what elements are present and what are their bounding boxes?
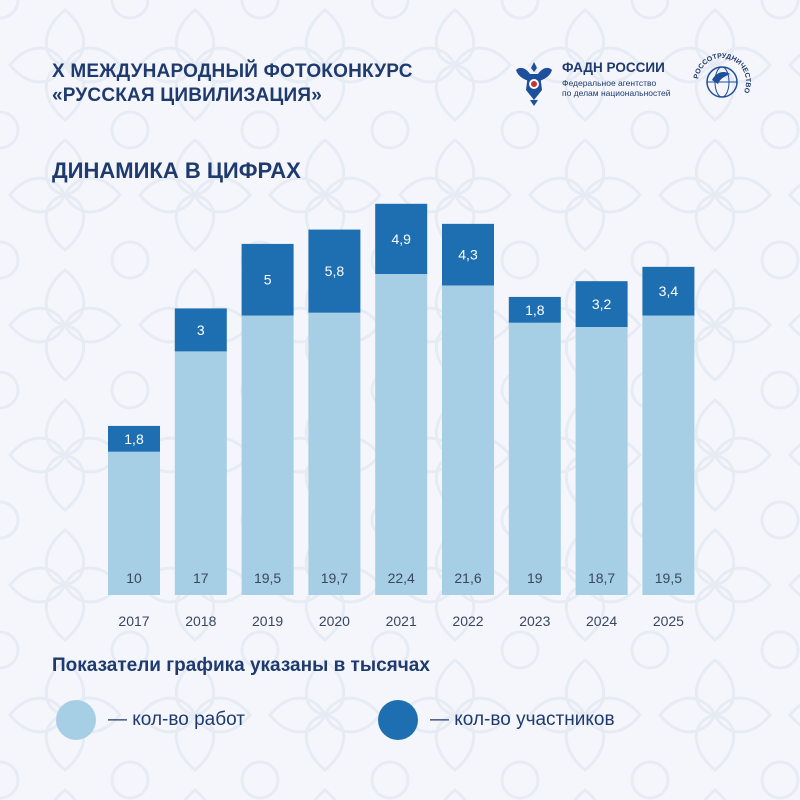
bar-participants-2021 [375,203,428,275]
label-works-2023: 19 [527,570,543,586]
fadn-name: ФАДН РОССИИ [562,60,665,75]
bar-works-2022 [442,285,494,595]
fadn-logo: ФАДН РОССИИ Федеральное агентство по дел… [510,56,680,108]
contest-title: X МЕЖДУНАРОДНЫЙ ФОТОКОНКУРС «РУССКАЯ ЦИВ… [52,60,413,108]
bar-works-2017 [108,451,160,595]
bar-works-2020 [308,312,361,595]
x-tick-2020: 2020 [319,613,350,629]
legend-item-participants: — кол-во участников [378,700,615,740]
x-tick-2023: 2023 [519,613,550,629]
bar-works-2021 [375,274,428,595]
label-works-2018: 17 [193,570,209,586]
chart-title: ДИНАМИКА В ЦИФРАХ [52,158,301,183]
x-tick-2017: 2017 [118,613,149,629]
x-tick-2025: 2025 [653,613,684,629]
label-works-2022: 21,6 [454,570,481,586]
legend-item-works: — кол-во работ [56,700,245,740]
bar-participants-2018 [174,308,227,352]
label-works-2021: 22,4 [388,570,415,586]
label-participants-2019: 5 [264,272,272,288]
fadn-desc-line2: по делам национальностей [562,88,671,98]
bar-participants-2019 [241,243,294,316]
contest-title-line2: «РУССКАЯ ЦИВИЛИЗАЦИЯ» [52,85,322,106]
x-tick-2018: 2018 [185,613,216,629]
label-participants-2025: 3,4 [659,283,679,299]
label-participants-2024: 3,2 [592,296,612,312]
rossotrudnichestvo-logo: РОССОТРУДНИЧЕСТВО [690,50,754,114]
label-works-2017: 10 [126,570,142,586]
contest-title-line1: X МЕЖДУНАРОДНЫЙ ФОТОКОНКУРС [52,61,413,82]
label-participants-2021: 4,9 [391,231,411,247]
x-tick-2024: 2024 [586,613,617,629]
bar-works-2018 [174,351,227,595]
bar-works-2019 [241,315,294,595]
x-tick-2022: 2022 [452,613,483,629]
dove-icon [712,72,730,84]
legend-label-works: — кол-во работ [108,709,245,730]
label-works-2020: 19,7 [321,570,348,586]
bar-participants-2017 [108,425,160,452]
bar-works-2023 [508,322,561,595]
label-participants-2023: 1,8 [525,302,545,318]
bar-works-2024 [575,327,628,595]
bar-works-2025 [642,315,695,595]
x-tick-2019: 2019 [252,613,283,629]
x-tick-2021: 2021 [386,613,417,629]
bar-participants-2022 [442,223,494,286]
bar-participants-2023 [508,296,561,323]
units-note: Показатели графика указаны в тысячах [52,655,430,676]
legend-swatch-participants [378,700,418,740]
fadn-desc-line1: Федеральное агентство [562,78,657,88]
label-participants-2018: 3 [197,322,205,338]
bar-participants-2024 [575,281,628,328]
label-participants-2022: 4,3 [458,247,478,263]
label-participants-2020: 5,8 [325,263,345,279]
bar-participants-2025 [642,266,695,316]
legend-label-participants: — кол-во участников [430,709,615,730]
double-headed-eagle-icon [516,62,552,106]
label-works-2019: 19,5 [254,570,281,586]
label-participants-2017: 1,8 [124,431,144,447]
fadn-description: Федеральное агентство по делам националь… [562,78,671,98]
label-works-2024: 18,7 [588,570,615,586]
legend-swatch-works [56,700,96,740]
label-works-2025: 19,5 [655,570,682,586]
bar-participants-2020 [308,229,361,313]
